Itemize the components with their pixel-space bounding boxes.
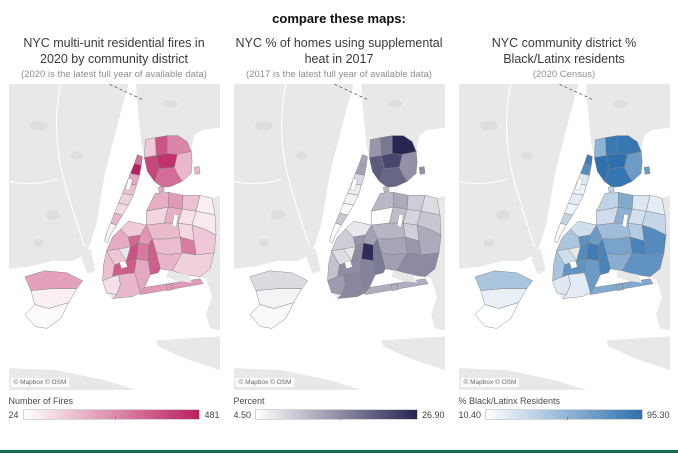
legend-min-value: 4.50	[233, 409, 252, 420]
district-bx-soundview[interactable]: bx-soundview: 20.2	[378, 167, 407, 188]
district-q-woodhaven[interactable]: q-woodhaven: 64.8	[601, 236, 632, 256]
district-bx-mott-haven[interactable]: bx-mott-haven: 21.4	[368, 155, 385, 182]
map-demographics[interactable]: man-inwood-washington-heights: 88.4man-h…	[458, 84, 670, 390]
district-bx-riverdale[interactable]: bx-riverdale: 15.3	[368, 137, 382, 158]
district-q-woodhaven[interactable]: q-woodhaven: 13.6	[376, 236, 407, 256]
legend-max-value: 26.90	[421, 409, 445, 420]
attribution-text: © Mapbox © OSM	[13, 379, 67, 386]
district-bx-mott-haven[interactable]: bx-mott-haven: 94.8	[593, 155, 610, 182]
basemap-land	[531, 248, 546, 274]
bottom-divider	[0, 450, 678, 453]
district-bx-fordham[interactable]: bx-fordham: 95.3	[605, 153, 627, 169]
legend-gradient-bar[interactable]	[22, 409, 201, 420]
map-title-fires: NYC multi-unit residential fires in 2020…	[23, 36, 205, 66]
legend-gradient-bar[interactable]	[255, 409, 418, 420]
basemap-land	[306, 248, 321, 274]
basemap-land	[380, 336, 445, 371]
district-bk-sheepshead-bay-coney-island[interactable]: bk-sheepshead-bay-coney-island: 170	[111, 272, 141, 299]
map-fires[interactable]: man-inwood-washington-heights: 310man-ha…	[8, 84, 220, 390]
column-fires: NYC multi-unit residential fires in 2020…	[8, 28, 220, 420]
column-demographics: NYC community district % Black/Latinx re…	[458, 28, 670, 420]
district-bx-mott-haven[interactable]: bx-mott-haven: 400	[143, 155, 160, 182]
district-man-lower-manhattan[interactable]: man-lower-manhattan: 13.8	[553, 222, 567, 244]
attribution-text: © Mapbox © OSM	[463, 379, 517, 386]
map-subtitle-demographics: (2020 Census)	[532, 69, 596, 80]
district-bx-kingsbridge[interactable]: bx-kingsbridge: 90.2	[604, 135, 617, 156]
district-si-south-shore[interactable]: si-south-shore: 5.1	[249, 302, 294, 329]
district-bx-soundview[interactable]: bx-soundview: 320	[153, 167, 182, 188]
district-q-southeast-queens[interactable]: q-southeast-queens: 74.6	[621, 252, 664, 277]
district-bx-throgs-neck[interactable]: bx-throgs-neck: 69.4	[643, 166, 650, 175]
dashboard-title: compare these maps:	[272, 11, 406, 26]
map-attribution: © Mapbox © OSM	[235, 378, 295, 387]
legend-median-tick	[115, 416, 116, 420]
legend-row: 24 481	[9, 409, 220, 420]
district-man-lower-manhattan[interactable]: man-lower-manhattan: 55	[103, 222, 117, 244]
district-si-south-shore[interactable]: si-south-shore: 10.4	[474, 302, 519, 329]
map-subtitle-heat: (2017 is the latest full year of availab…	[246, 69, 432, 80]
legend-row: 4.50 26.90	[234, 409, 445, 420]
legend-min-value: 24	[8, 409, 19, 420]
basemap-land	[605, 336, 670, 371]
district-bx-throgs-neck[interactable]: bx-throgs-neck: 15.8	[418, 166, 425, 175]
column-heat: NYC % of homes using supplemental heat i…	[233, 28, 445, 420]
district-bx-fordham[interactable]: bx-fordham: 23.5	[380, 153, 402, 169]
map-attribution: © Mapbox © OSM	[10, 378, 70, 387]
district-man-lower-manhattan[interactable]: man-lower-manhattan: 4.5	[328, 222, 342, 244]
district-bk-sheepshead-bay-coney-island[interactable]: bk-sheepshead-bay-coney-island: 16.8	[336, 272, 366, 299]
district-bk-sheepshead-bay-coney-island[interactable]: bk-sheepshead-bay-coney-island: 21.8	[561, 272, 591, 299]
legend-title: Number of Fires	[8, 396, 74, 406]
map-columns: NYC multi-unit residential fires in 2020…	[0, 26, 678, 420]
district-q-rockaway[interactable]: q-rockaway: 61.7	[615, 283, 623, 291]
legend-max-value: 95.30	[646, 409, 670, 420]
district-q-astoria[interactable]: q-astoria: 36.2	[607, 186, 614, 193]
district-si-south-shore[interactable]: si-south-shore: 35	[24, 302, 69, 329]
legend-title: Percent	[233, 396, 265, 406]
color-legend-heat: Percent 4.50 26.90	[234, 396, 445, 420]
district-q-astoria[interactable]: q-astoria: 190	[157, 186, 164, 193]
color-legend-fires: Number of Fires 24 481	[9, 396, 220, 420]
legend-median-tick	[339, 416, 341, 420]
district-bx-soundview[interactable]: bx-soundview: 92.6	[603, 167, 632, 188]
basemap-land	[155, 336, 220, 371]
district-q-rockaway[interactable]: q-rockaway: 230	[165, 283, 173, 291]
district-q-astoria[interactable]: q-astoria: 11.8	[382, 186, 389, 193]
legend-gradient-bar[interactable]	[485, 409, 643, 420]
district-bx-riverdale[interactable]: bx-riverdale: 55.7	[593, 137, 607, 158]
district-q-southeast-queens[interactable]: q-southeast-queens: 16.4	[396, 252, 439, 277]
district-q-rockaway[interactable]: q-rockaway: 12.8	[390, 283, 398, 291]
district-q-jackson-heights[interactable]: q-jackson-heights: 230	[167, 192, 183, 210]
district-q-jackson-heights[interactable]: q-jackson-heights: 13.2	[392, 192, 408, 210]
district-q-jackson-heights[interactable]: q-jackson-heights: 61.3	[617, 192, 633, 210]
map-attribution: © Mapbox © OSM	[460, 378, 520, 387]
district-bx-kingsbridge[interactable]: bx-kingsbridge: 18.4	[379, 135, 392, 156]
legend-title: % Black/Latinx Residents	[458, 396, 561, 406]
map-subtitle-fires: (2020 is the latest full year of availab…	[21, 69, 207, 80]
basemap-land	[81, 248, 96, 274]
color-legend-demographics: % Black/Latinx Residents 10.40 95.30	[459, 396, 670, 420]
attribution-text: © Mapbox © OSM	[238, 379, 292, 386]
map-heat[interactable]: man-inwood-washington-heights: 13.5man-h…	[233, 84, 445, 390]
district-q-woodhaven[interactable]: q-woodhaven: 160	[151, 236, 182, 256]
legend-max-value: 481	[204, 409, 220, 420]
district-bx-fordham[interactable]: bx-fordham: 440	[155, 153, 177, 169]
map-title-demographics: NYC community district % Black/Latinx re…	[491, 36, 637, 66]
district-bx-kingsbridge[interactable]: bx-kingsbridge: 370	[154, 135, 167, 156]
legend-median-tick	[567, 416, 569, 420]
district-bx-riverdale[interactable]: bx-riverdale: 130	[143, 137, 157, 158]
district-bx-throgs-neck[interactable]: bx-throgs-neck: 170	[193, 166, 200, 175]
legend-min-value: 10.40	[458, 409, 482, 420]
district-q-southeast-queens[interactable]: q-southeast-queens: 120	[171, 252, 214, 277]
map-title-heat: NYC % of homes using supplemental heat i…	[235, 36, 443, 66]
legend-row: 10.40 95.30	[459, 409, 670, 420]
